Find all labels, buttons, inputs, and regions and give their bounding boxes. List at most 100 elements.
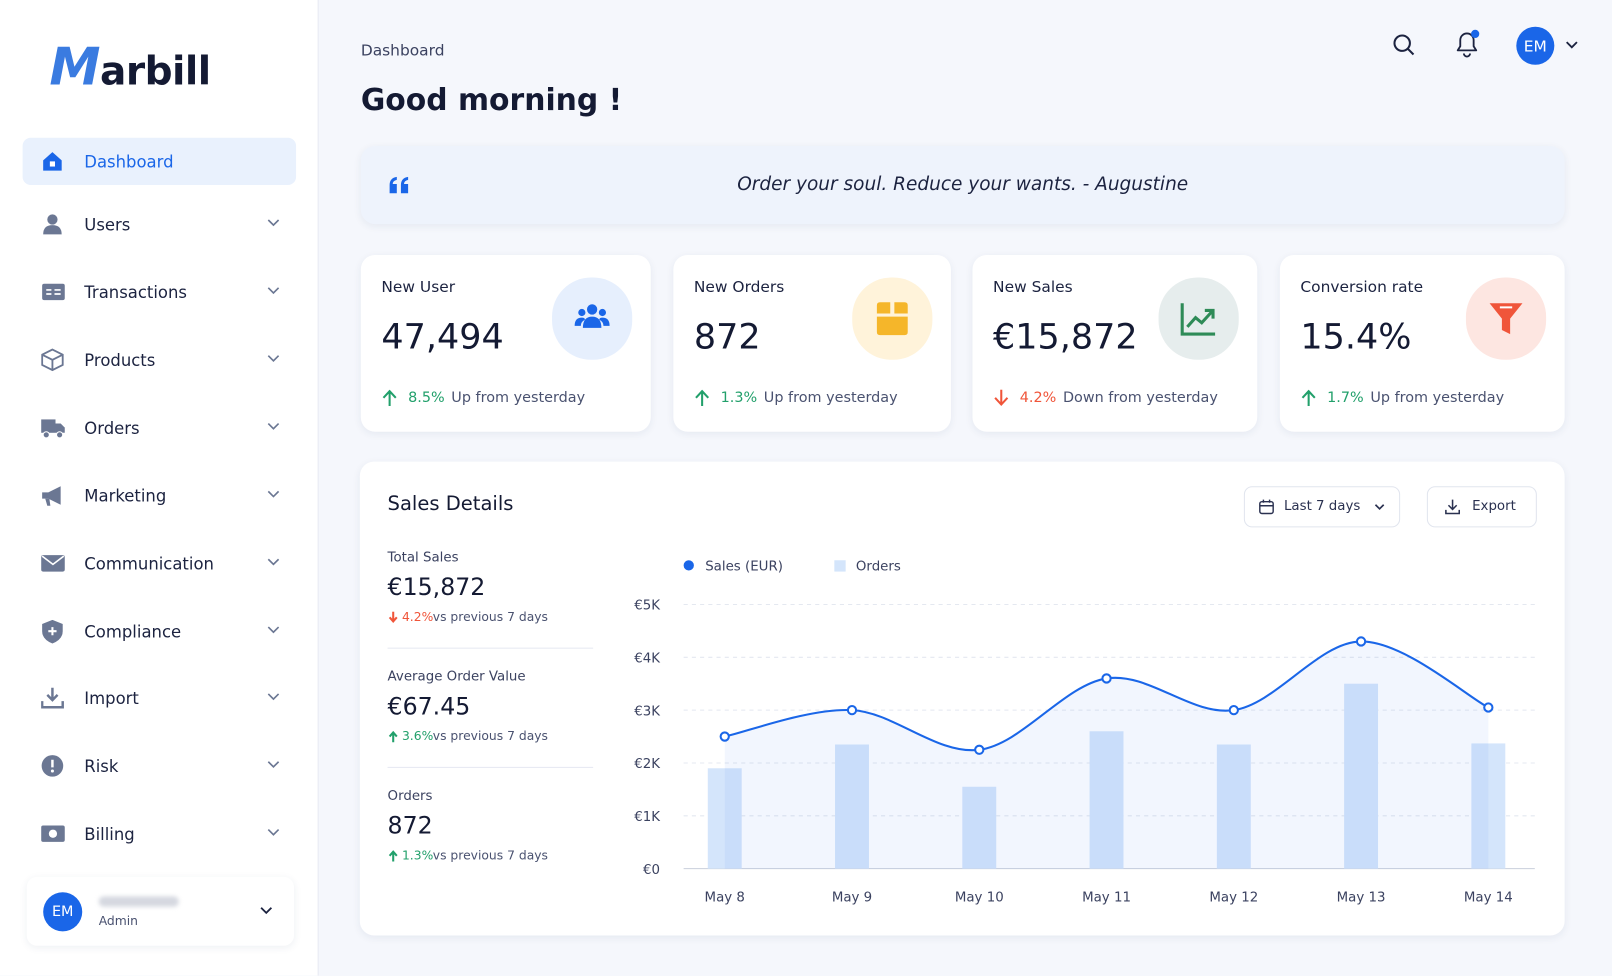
nav-item[interactable]: Communication (23, 540, 296, 587)
summary-note: vs previous 7 days (432, 609, 548, 624)
legend-swatch (834, 560, 846, 572)
quote-text: Order your soul. Reduce your wants. - Au… (737, 173, 1189, 196)
nav-icon (41, 825, 65, 842)
y-tick-label: €1K (634, 810, 661, 825)
stat-card: New Sales €15,872 4.2% Down from yesterday (972, 254, 1258, 432)
stat-value: 872 (693, 316, 761, 358)
summary-change: 1.3% (401, 848, 434, 863)
nav-icon (43, 214, 62, 235)
nav-item[interactable]: Users (23, 200, 296, 247)
user-role: Admin (98, 913, 139, 929)
nav-item[interactable]: Transactions (23, 268, 296, 315)
legend-label: Sales (EUR) (705, 560, 783, 575)
stat-card: Conversion rate 15.4% 1.7% Up from yesterda… (1279, 254, 1565, 432)
nav-icon (43, 152, 62, 171)
section-title: Sales Details (387, 492, 514, 516)
stat-icon (852, 277, 933, 360)
export-button[interactable]: Export (1426, 486, 1537, 528)
sidebar: Marbill EM Admin Dashboard Users Transacti… (0, 0, 319, 976)
greeting: Good morning ! (360, 82, 623, 118)
bar (1089, 731, 1124, 869)
divider (387, 766, 594, 768)
stat-icon (552, 277, 633, 360)
nav-item[interactable]: Dashboard (22, 137, 297, 186)
summary-label: Total Sales (387, 549, 459, 566)
legend-label: Orders (856, 560, 901, 575)
legend-swatch (683, 560, 694, 571)
x-tick-label: May 12 (1209, 891, 1258, 906)
nav-item[interactable]: Risk (23, 742, 296, 789)
search-button[interactable] (1392, 33, 1417, 58)
chevron (267, 558, 280, 566)
line-point (846, 705, 858, 716)
y-tick-label: €2K (634, 757, 661, 772)
trend-arrow (388, 611, 398, 623)
y-tick-label: €5K (634, 599, 661, 614)
bar (1216, 744, 1251, 869)
divider (387, 647, 594, 649)
nav-item[interactable]: Orders (23, 404, 296, 451)
nav-item[interactable]: Billing (23, 810, 296, 857)
range-select[interactable]: Last 7 days (1243, 486, 1401, 528)
brand-logo[interactable]: Marbill (49, 37, 211, 97)
line-point (1228, 705, 1239, 716)
y-tick-label: €3K (634, 704, 661, 719)
nav-item[interactable]: Compliance (23, 608, 296, 655)
user-menu[interactable]: EM Admin (26, 876, 295, 946)
bar (707, 768, 742, 869)
profile-chevron[interactable] (1565, 40, 1579, 50)
profile-avatar[interactable]: EM (1516, 26, 1555, 65)
stat-change: 4.2% (1019, 389, 1057, 407)
stat-title: New Sales (993, 277, 1073, 297)
nav-label: Orders (84, 417, 140, 438)
user-name-blurred (98, 896, 179, 907)
calendar-icon (1259, 499, 1274, 515)
y-tick-label: €4K (634, 651, 661, 666)
summary-note: vs previous 7 days (432, 728, 548, 744)
chevron (267, 693, 280, 701)
nav-label: Compliance (84, 621, 182, 641)
summary-value: €67.45 (387, 693, 471, 721)
bar (1344, 683, 1379, 869)
summary-note: vs previous 7 days (432, 848, 548, 863)
stat-card: New User 47,494 8.5% Up from yesterday (360, 254, 651, 432)
x-tick-label: May 9 (832, 891, 872, 906)
nav-icon (41, 348, 64, 372)
quote-icon (389, 176, 409, 194)
trend-arrow (1301, 389, 1316, 407)
nav-label: Import (84, 688, 139, 708)
nav-icon (41, 755, 64, 777)
nav-item[interactable]: Marketing (23, 472, 296, 519)
breadcrumb[interactable]: Dashboard (360, 41, 445, 60)
quote-banner: Order your soul. Reduce your wants. - Au… (360, 145, 1565, 225)
user-avatar: EM (43, 892, 83, 932)
x-tick-label: May 13 (1337, 891, 1386, 906)
nav-item[interactable]: Import (23, 674, 296, 721)
chevron (267, 219, 280, 227)
stat-card: New Orders 872 1.3% Up from yesterday (673, 254, 951, 432)
trend-arrow (695, 389, 710, 407)
notifications-button[interactable] (1452, 27, 1483, 60)
bar (1471, 743, 1506, 869)
summary-value: €15,872 (387, 574, 486, 602)
chevron (260, 907, 273, 915)
nav-label: Users (84, 214, 131, 234)
chevron (267, 422, 280, 430)
stat-note: Up from yesterday (763, 389, 898, 407)
nav-item[interactable]: Products (23, 336, 296, 383)
summary-change: 3.6% (401, 728, 434, 744)
icon-glyph (574, 304, 610, 328)
nav-label: Risk (84, 756, 119, 776)
summary-label: Orders (387, 788, 433, 804)
export-label: Export (1472, 498, 1516, 514)
stat-title: Conversion rate (1300, 277, 1424, 297)
stat-value: 47,494 (381, 316, 504, 358)
stat-change: 8.5% (408, 389, 445, 407)
stat-note: Up from yesterday (1370, 389, 1505, 407)
line-point (1483, 702, 1494, 713)
stat-note: Down from yesterday (1062, 389, 1218, 407)
x-tick-label: May 14 (1464, 891, 1513, 906)
